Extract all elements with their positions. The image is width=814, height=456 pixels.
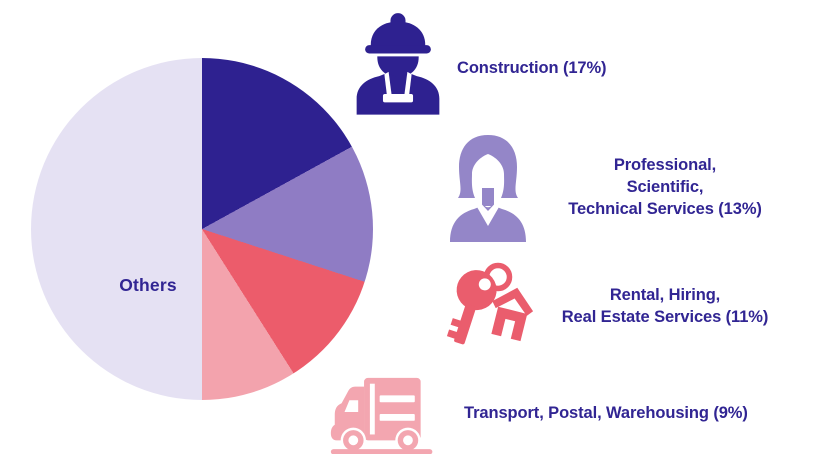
legend-label-construction: Construction (17%) xyxy=(457,57,607,79)
delivery-truck-icon xyxy=(325,371,447,455)
legend-label-transport: Transport, Postal, Warehousing (9%) xyxy=(464,402,748,424)
pie-chart: Others xyxy=(31,58,373,400)
business-woman-icon xyxy=(437,130,539,242)
legend-label-line: Construction (17%) xyxy=(457,59,607,77)
legend-label-professional: Professional, Scientific, Technical Serv… xyxy=(555,154,775,220)
legend-label-line: Rental, Hiring, xyxy=(609,286,721,304)
legend-label-line: Real Estate Services (11%) xyxy=(561,308,769,326)
legend-label-line: Transport, Postal, Warehousing (9%) xyxy=(464,404,748,422)
legend-label-line: Scientific, xyxy=(626,178,704,196)
legend-label-line: Technical Services (13%) xyxy=(568,200,762,218)
construction-worker-icon xyxy=(351,9,445,115)
pie-slice-label-others: Others xyxy=(119,275,177,295)
legend-label-line: Professional, xyxy=(613,156,717,174)
house-keys-icon xyxy=(437,258,539,358)
legend-label-rental: Rental, Hiring, Real Estate Services (11… xyxy=(555,284,775,328)
